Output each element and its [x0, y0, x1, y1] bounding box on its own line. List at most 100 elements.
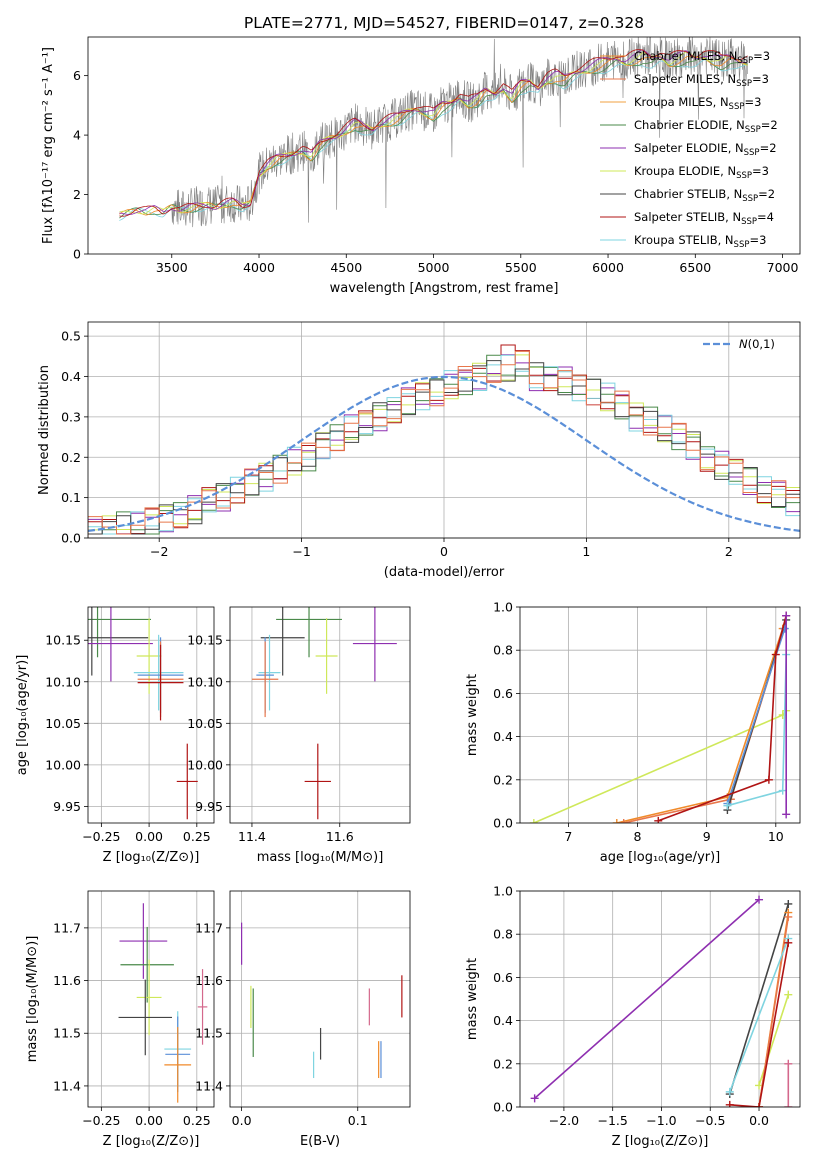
weight-marker: [755, 895, 764, 904]
x-tick-label: 0.0: [749, 1113, 769, 1128]
x-axis-label: age [log₁₀(age/yr)]: [600, 850, 721, 865]
x-tick-label: 7: [564, 829, 572, 844]
x-tick-label: 4500: [330, 260, 362, 275]
x-tick-label: 6500: [679, 260, 711, 275]
y-tick-label: 10.10: [45, 674, 81, 689]
x-axis-label: wavelength [Angstrom, rest frame]: [330, 281, 559, 296]
x-tick-label: 5500: [505, 260, 537, 275]
weight-marker: [654, 816, 663, 823]
y-tick-label: 0.4: [493, 729, 513, 744]
errorbar-point: [136, 959, 162, 1036]
weight-marker: [771, 650, 780, 659]
spectrum-model-line: [119, 56, 748, 219]
legend-entry: Salpeter STELIB, NSSP=4: [634, 210, 774, 227]
x-tick-label: 0.0: [232, 1113, 252, 1128]
y-tick-label: 10.00: [187, 757, 223, 772]
histogram-series: [88, 360, 800, 538]
x-tick-label: −0.5: [695, 1113, 725, 1128]
y-axis-label: mass [log₁₀(M/M⊙)]: [25, 936, 40, 1063]
weight-marker: [764, 775, 773, 784]
mass_vs_ebv-plot-area: [241, 922, 403, 1079]
errorbar-point: [133, 634, 184, 711]
errorbar-point: [120, 926, 174, 1003]
errorbar-point: [315, 618, 338, 694]
weight-marker: [612, 819, 621, 823]
y-tick-label: 11.7: [195, 920, 223, 935]
errorbar-point: [164, 1027, 192, 1103]
y-tick-label: 10.15: [45, 633, 81, 648]
y-tick-label: 0.0: [493, 1100, 513, 1115]
errorbar-point: [136, 618, 162, 694]
y-tick-label: 0.8: [493, 927, 513, 942]
y-tick-label: 0.6: [493, 686, 513, 701]
errorbar-point: [119, 903, 168, 979]
x-axis-label: Z [log₁₀(Z/Z⊙)]: [612, 1134, 709, 1149]
y-tick-label: 10.00: [45, 757, 81, 772]
x-tick-label: 11.6: [326, 829, 354, 844]
residuals-plot-area: [88, 344, 800, 538]
age_vs_mass-grid: [230, 607, 410, 823]
y-tick-label: 10.15: [187, 633, 223, 648]
errorbar-point: [88, 607, 151, 658]
x-tick-label: 3500: [156, 260, 188, 275]
errorbar-point: [276, 607, 342, 658]
weight-marker: [723, 801, 732, 810]
weight-series: [729, 942, 790, 1107]
weight-marker: [784, 899, 793, 908]
x-tick-label: 8: [634, 829, 642, 844]
legend-entry: Chabrier ELODIE, NSSP=2: [634, 118, 778, 135]
mass_vs_Z-plot-area: [118, 903, 208, 1103]
age_vs_Z-axes: −0.25 0.00 0.25 9.95 10.00 10.05 10.10 10.15 Z […: [15, 606, 215, 865]
y-tick-label: 11.5: [195, 1026, 223, 1041]
x-tick-label: 0: [440, 544, 448, 559]
weight_vs_age-plot-area: [529, 611, 791, 823]
weight-series: [729, 903, 790, 1095]
weight-series: [623, 628, 785, 823]
weight_vs_age-axes: 7 8 9 10 0.0 0.2 0.4 0.6 0.8 1.0 age [log₁₀(age/yr…: [465, 600, 801, 865]
figure-title: PLATE=2771, MJD=54527, FIBERID=0147, z=0…: [244, 14, 644, 32]
y-tick-label: 0.5: [61, 329, 81, 344]
x-tick-label: 0.25: [183, 1113, 211, 1128]
x-tick-label: −0.25: [82, 829, 120, 844]
y-tick-label: 0.4: [61, 369, 81, 384]
y-tick-label: 4: [73, 128, 81, 143]
y-tick-label: 10.10: [187, 674, 223, 689]
errorbar-point: [304, 743, 331, 820]
y-tick-label: 11.7: [53, 920, 81, 935]
weight-marker: [784, 1103, 793, 1107]
weight_vs_Z-axes: −2.0 −1.5 −1.0 −0.5 0.0 0.0 0.2 0.4 0.6 0.8 1.0 Z […: [465, 884, 801, 1149]
y-tick-label: 0.2: [61, 450, 81, 465]
y-tick-label: 0.3: [61, 409, 81, 424]
x-tick-label: −0.25: [82, 1113, 120, 1128]
y-tick-label: 0.0: [493, 816, 513, 831]
weight-marker: [529, 819, 538, 823]
legend-entry: Chabrier STELIB, NSSP=2: [634, 187, 775, 204]
histogram-series: [88, 350, 800, 538]
x-tick-label: 0.25: [183, 829, 211, 844]
x-tick-label: 7000: [767, 260, 799, 275]
residuals-axes: −2 −1 0 1 2 0.0 0.1 0.2 0.3 0.4 0.5 (data-model)/er…: [37, 321, 801, 580]
y-axis-label: Flux [fλ10⁻¹⁷ erg cm⁻² s⁻¹ A⁻¹]: [41, 47, 56, 244]
x-tick-label: −1: [292, 544, 310, 559]
spectrum-plot-area: [119, 37, 748, 228]
x-tick-label: 10: [768, 829, 784, 844]
x-tick-label: 2: [725, 544, 733, 559]
weight-marker: [778, 786, 787, 795]
weight-marker: [725, 1087, 734, 1096]
legend-entry: N(0,1): [739, 337, 775, 351]
weight-marker: [784, 1059, 793, 1068]
age_vs_Z-plot-area: [88, 607, 198, 820]
weight-marker: [784, 938, 793, 947]
y-tick-label: 11.4: [195, 1078, 223, 1093]
age_vs_mass-axes: 11.4 11.6 9.95 10.00 10.05 10.10 10.15 mass [lo…: [187, 606, 411, 865]
weight-marker: [784, 912, 793, 921]
x-tick-label: 9: [703, 829, 711, 844]
errorbar-point: [197, 969, 208, 1045]
x-tick-label: 4000: [243, 260, 275, 275]
errorbar-point: [251, 641, 279, 718]
legend-entry: Kroupa STELIB, NSSP=3: [634, 233, 766, 250]
weight-marker: [782, 611, 791, 620]
mass_vs_Z-grid: [88, 891, 214, 1107]
mass_vs_ebv-grid: [230, 891, 410, 1107]
x-axis-label: (data-model)/error: [384, 565, 505, 580]
